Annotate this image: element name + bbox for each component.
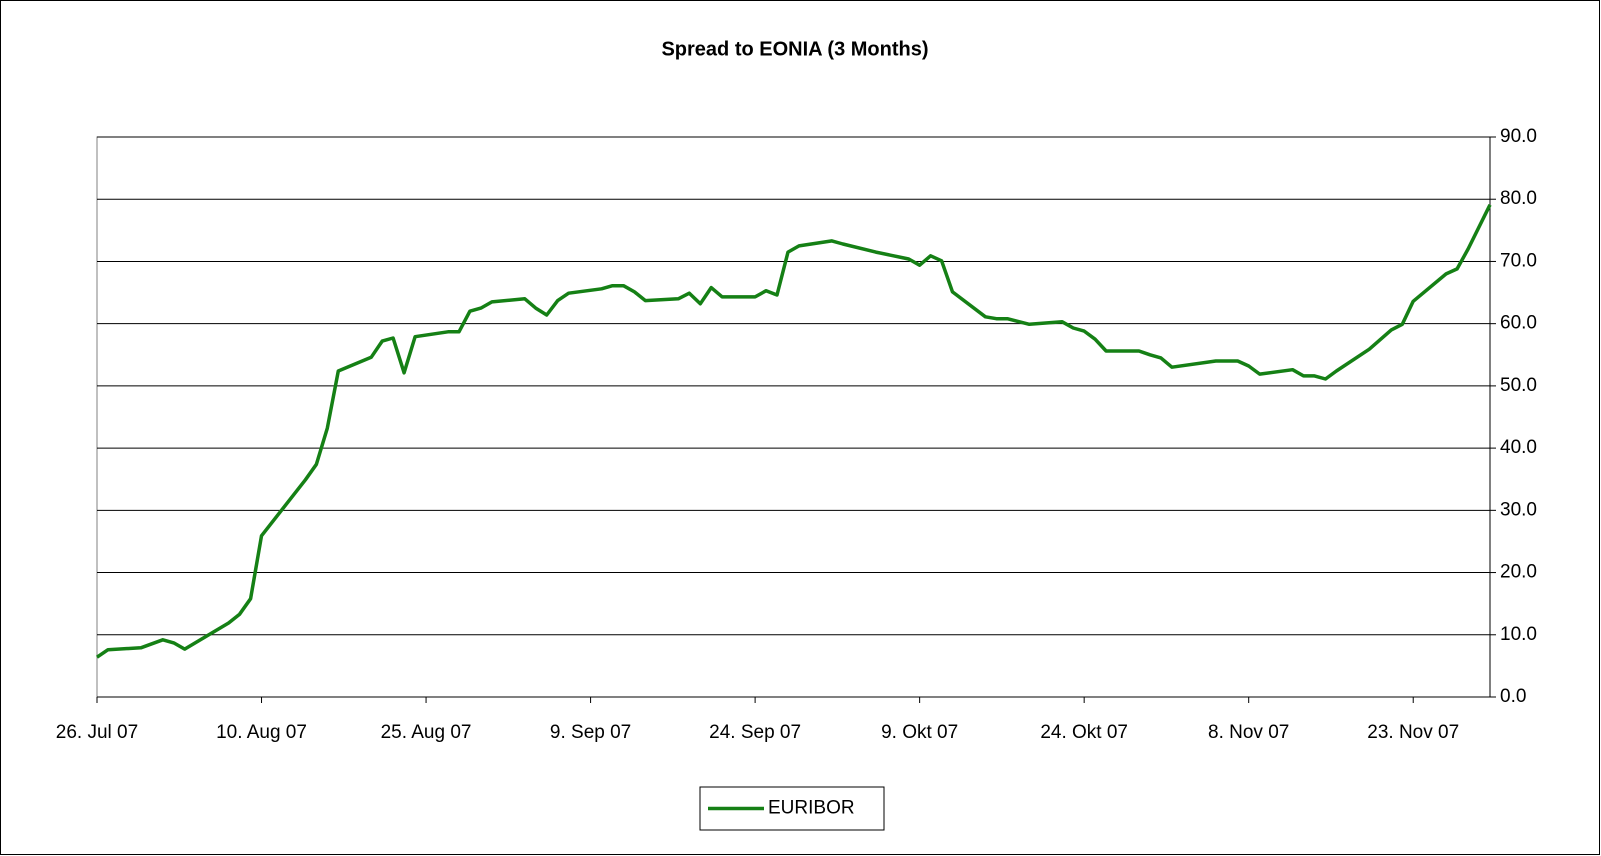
x-tick-label: 9. Okt 07	[881, 722, 958, 743]
x-tick-label: 24. Okt 07	[1040, 722, 1128, 743]
chart-title: Spread to EONIA (3 Months)	[661, 38, 928, 60]
y-tick-label: 50.0	[1500, 375, 1537, 396]
y-tick-label: 90.0	[1500, 126, 1537, 147]
y-tick-label: 20.0	[1500, 562, 1537, 583]
x-tick-label: 25. Aug 07	[381, 722, 472, 743]
x-tick-label: 10. Aug 07	[216, 722, 307, 743]
x-tick-label: 23. Nov 07	[1367, 722, 1459, 743]
x-tick-label: 26. Jul 07	[56, 722, 138, 743]
legend-label: EURIBOR	[768, 798, 855, 819]
y-tick-label: 10.0	[1500, 624, 1537, 645]
y-tick-label: 70.0	[1500, 250, 1537, 271]
x-tick-label: 9. Sep 07	[550, 722, 631, 743]
y-tick-label: 0.0	[1500, 686, 1526, 707]
y-tick-label: 80.0	[1500, 188, 1537, 209]
plot-area	[96, 136, 1491, 698]
x-tick-label: 24. Sep 07	[709, 722, 801, 743]
y-tick-label: 30.0	[1500, 499, 1537, 520]
x-tick-label: 8. Nov 07	[1208, 722, 1289, 743]
line-series	[96, 204, 1492, 659]
y-tick-label: 60.0	[1500, 313, 1537, 334]
y-tick-label: 40.0	[1500, 437, 1537, 458]
